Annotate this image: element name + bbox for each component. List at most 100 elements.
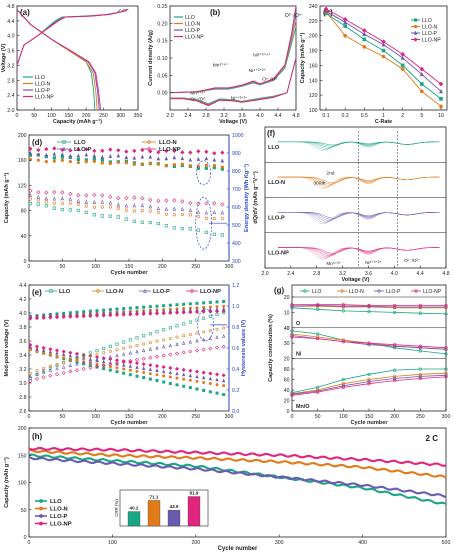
discharge-mid-point bbox=[155, 379, 159, 383]
energy-point bbox=[180, 206, 185, 211]
hysteresis-point bbox=[122, 352, 126, 356]
discharge-mid-point bbox=[222, 384, 226, 388]
capacity-point bbox=[76, 153, 81, 158]
inset-bar bbox=[167, 510, 181, 527]
legend-marker bbox=[39, 514, 43, 518]
energy-point bbox=[220, 233, 224, 237]
rate-point bbox=[362, 37, 367, 42]
y-tick-label: 4.0 bbox=[19, 311, 26, 317]
capacity-point bbox=[52, 151, 57, 156]
y-tick-label: 80 bbox=[21, 209, 27, 215]
hysteresis-point bbox=[102, 356, 106, 360]
discharge-mid-point bbox=[34, 344, 40, 349]
hysteresis-point bbox=[61, 370, 66, 375]
energy-point bbox=[204, 201, 209, 206]
y2-tick-label: 700 bbox=[232, 187, 241, 193]
capacity-point bbox=[156, 156, 161, 161]
charge-mid-point bbox=[162, 304, 166, 308]
hysteresis-point bbox=[108, 349, 112, 353]
charge-mid-point bbox=[108, 313, 113, 318]
charge-mid-point bbox=[161, 311, 166, 316]
x-tick-label: 50 bbox=[31, 113, 37, 119]
discharge-mid-point bbox=[222, 378, 226, 383]
charge-mid-point bbox=[154, 311, 160, 316]
energy-point bbox=[44, 204, 48, 208]
hysteresis-point bbox=[148, 355, 153, 360]
discharge-mid-point bbox=[202, 380, 206, 384]
hysteresis-point bbox=[148, 341, 152, 345]
charge-mid-point bbox=[94, 313, 100, 318]
panel-h-frame bbox=[28, 427, 447, 538]
discharge-mid-point bbox=[55, 350, 59, 355]
y-tick-label: 100 bbox=[18, 481, 27, 487]
hysteresis-point bbox=[175, 342, 179, 346]
hysteresis-point bbox=[202, 330, 206, 334]
charge-mid-point bbox=[188, 302, 192, 306]
hysteresis-point bbox=[222, 311, 226, 315]
discharge-mid-point bbox=[102, 367, 106, 371]
charge-mid-point bbox=[114, 312, 120, 317]
y-tick-label: 4.4 bbox=[19, 283, 26, 289]
rate-point bbox=[381, 48, 386, 53]
energy-point bbox=[100, 193, 105, 198]
capacity-point bbox=[220, 150, 225, 155]
rate-point bbox=[400, 67, 405, 71]
y-tick-label: 0 bbox=[287, 409, 290, 415]
energy-point bbox=[132, 219, 136, 223]
capacity-point bbox=[36, 158, 40, 162]
charge-mid-point bbox=[48, 315, 53, 320]
hysteresis-point bbox=[162, 344, 166, 349]
panel-a-frame bbox=[16, 5, 139, 111]
charge-mid-point bbox=[155, 304, 159, 308]
cv-upper-LLO-NP bbox=[169, 5, 297, 94]
discharge-mid-point bbox=[61, 349, 66, 354]
charge-mid-point bbox=[194, 309, 200, 315]
energy-point bbox=[212, 216, 216, 221]
contribution-point bbox=[341, 382, 345, 386]
energy-point bbox=[116, 206, 120, 210]
discharge-mid-point bbox=[128, 373, 132, 377]
capacity-point bbox=[148, 161, 152, 165]
x-tick-label: 10 bbox=[438, 113, 444, 119]
contribution-point bbox=[316, 336, 320, 341]
y-tick-label: 3.4 bbox=[19, 353, 26, 359]
contribution-point bbox=[444, 303, 448, 308]
capacity-point bbox=[148, 149, 153, 154]
rate-point bbox=[343, 33, 347, 38]
hysteresis-point bbox=[48, 364, 52, 368]
hysteresis-point bbox=[215, 327, 219, 331]
cycle-point bbox=[443, 464, 447, 467]
hysteresis-point bbox=[42, 366, 46, 370]
legend-label: LLO-P bbox=[185, 28, 201, 34]
y-tick-label: 4.2 bbox=[19, 297, 26, 303]
charge-mid-point bbox=[175, 303, 179, 307]
discharge-mid-point bbox=[148, 377, 152, 381]
cycle-point bbox=[430, 500, 434, 503]
contribution-point bbox=[393, 378, 397, 383]
capacity-point bbox=[148, 154, 153, 159]
discharge-mid-point bbox=[202, 388, 206, 392]
x-tick-label: 250 bbox=[191, 414, 200, 420]
contribution-point bbox=[290, 303, 294, 307]
hysteresis-point bbox=[128, 350, 132, 355]
discharge-mid-point bbox=[142, 376, 146, 380]
capacity-point bbox=[44, 160, 48, 164]
axis-label: dQ/dV (mAh g⁻¹V⁻¹) bbox=[252, 171, 259, 224]
rate-point bbox=[400, 55, 405, 60]
charge-mid-point bbox=[122, 307, 126, 311]
discharge-mid-point bbox=[222, 393, 226, 397]
hysteresis-point bbox=[162, 328, 166, 332]
discharge-mid-point bbox=[102, 359, 106, 364]
capacity-point bbox=[204, 149, 209, 154]
contribution-point bbox=[444, 373, 448, 377]
energy-point bbox=[156, 221, 160, 226]
charge-mid-point bbox=[215, 300, 219, 304]
hysteresis-point bbox=[202, 337, 206, 342]
hysteresis-point bbox=[128, 345, 132, 349]
hysteresis-point bbox=[35, 371, 39, 376]
energy-point bbox=[76, 198, 81, 203]
discharge-mid-point bbox=[48, 353, 52, 357]
hysteresis-point bbox=[208, 329, 212, 333]
discharge-mid-point bbox=[62, 352, 66, 356]
